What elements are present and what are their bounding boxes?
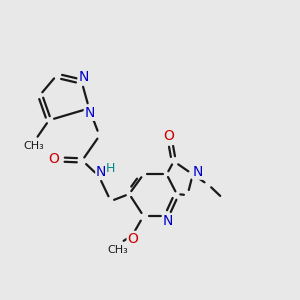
Text: H: H: [106, 162, 116, 175]
Text: O: O: [49, 152, 59, 166]
Text: N: N: [78, 70, 88, 84]
Text: CH₃: CH₃: [24, 141, 44, 151]
Text: N: N: [193, 165, 203, 179]
Text: O: O: [127, 232, 138, 246]
Text: CH₃: CH₃: [107, 245, 128, 255]
Text: N: N: [96, 165, 106, 179]
Text: N: N: [163, 214, 173, 228]
Text: N: N: [85, 106, 95, 120]
Text: O: O: [164, 129, 175, 143]
